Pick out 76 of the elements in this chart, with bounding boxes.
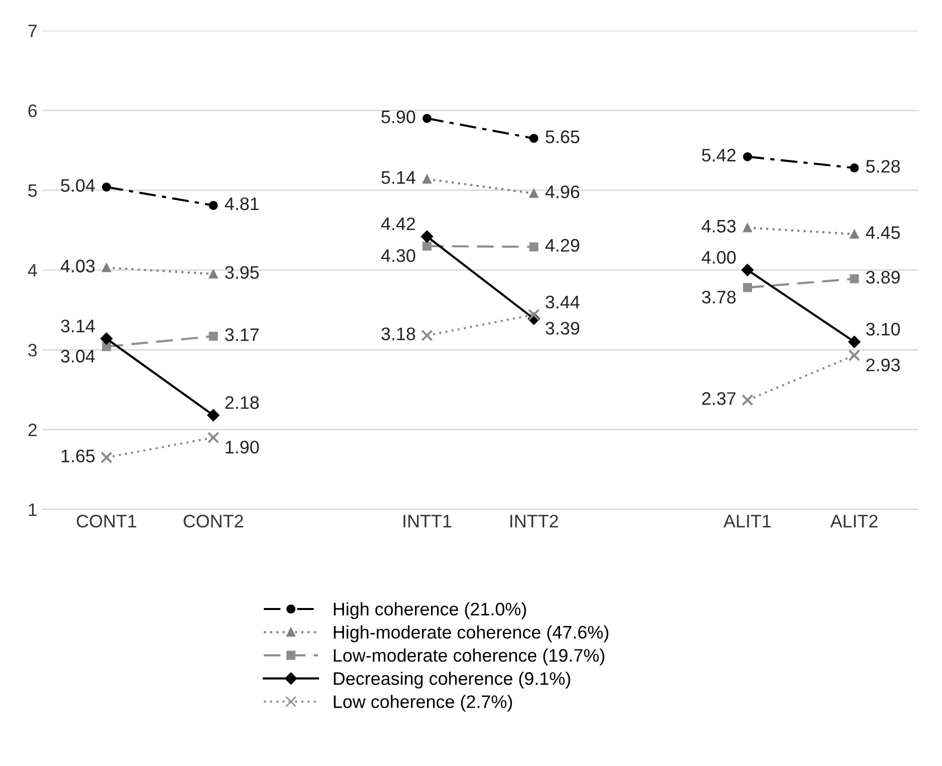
- point: [742, 394, 754, 406]
- x-tick-label: INTT1: [404, 514, 452, 528]
- data-label: 3.17: [225, 328, 259, 342]
- data-label: 1.65: [62, 450, 95, 462]
- y-tick-label: 7: [28, 24, 37, 38]
- point: [529, 242, 538, 252]
- data-label: 5.04: [60, 179, 95, 192]
- point: [422, 174, 432, 184]
- point: [850, 274, 859, 284]
- y-tick-label: 1: [28, 504, 37, 516]
- data-label: 4.03: [60, 260, 95, 272]
- data-label: 2.18: [225, 396, 259, 409]
- x-tick-label: CONT2: [184, 514, 244, 528]
- point: [848, 336, 860, 348]
- data-label: 4.53: [702, 220, 736, 233]
- x-tick-label: ALIT1: [723, 514, 771, 528]
- legend-label: Low coherence (2.7%): [334, 694, 512, 712]
- point: [742, 152, 752, 162]
- point: [421, 330, 433, 342]
- data-label: 5.65: [546, 130, 580, 144]
- point: [207, 409, 220, 422]
- y-tick-label: 6: [28, 104, 37, 118]
- data-label: 3.95: [225, 266, 259, 279]
- point: [422, 114, 432, 123]
- data-label: 4.29: [545, 238, 580, 252]
- y-tick-label: 3: [28, 344, 37, 357]
- data-label: 4.96: [545, 185, 580, 198]
- point: [742, 223, 752, 232]
- point: [529, 134, 538, 143]
- point: [850, 230, 859, 239]
- point: [529, 188, 538, 198]
- data-label: 3.44: [546, 296, 580, 308]
- point: [208, 269, 218, 279]
- data-label: 2.93: [866, 358, 900, 372]
- point: [102, 263, 112, 272]
- legend-label: Decreasing coherence (9.1%): [334, 672, 570, 689]
- data-label: 5.14: [381, 171, 416, 184]
- point: [208, 200, 218, 210]
- y-tick-label: 2: [28, 424, 37, 436]
- point: [422, 242, 432, 251]
- point: [850, 163, 859, 172]
- data-label: 1.90: [226, 440, 259, 454]
- data-label: 4.45: [866, 226, 900, 239]
- y-tick-label: 5: [28, 184, 37, 197]
- data-label: 5.90: [381, 110, 416, 124]
- legend-label: High coherence (21.0%): [334, 602, 526, 620]
- legend-label: Low-moderate coherence (19.7%): [334, 648, 604, 666]
- data-label: 3.89: [866, 270, 900, 284]
- data-label: 3.78: [702, 290, 736, 304]
- data-label: 4.81: [224, 197, 259, 210]
- data-label: 4.30: [381, 249, 416, 262]
- point: [100, 332, 113, 345]
- data-label: 4.42: [381, 217, 415, 230]
- data-label: 3.04: [60, 350, 95, 363]
- point: [848, 349, 860, 362]
- data-label: 4.00: [702, 250, 736, 264]
- y-tick-label: 4: [28, 264, 37, 277]
- data-label: 3.10: [866, 322, 900, 336]
- x-tick-label: ALIT2: [830, 514, 878, 528]
- x-tick-label: CONT1: [76, 514, 136, 528]
- point: [102, 182, 112, 192]
- point: [741, 264, 754, 276]
- data-label: 3.14: [60, 320, 95, 332]
- point: [742, 283, 752, 292]
- point: [100, 452, 112, 464]
- data-label: 5.42: [702, 148, 736, 162]
- point: [208, 332, 218, 341]
- data-label: 2.37: [702, 392, 736, 405]
- data-label: 3.39: [546, 322, 580, 335]
- data-label: 5.28: [866, 160, 900, 173]
- point: [528, 308, 540, 321]
- data-label: 3.18: [381, 328, 416, 340]
- x-tick-label: INTT2: [510, 514, 558, 528]
- point: [207, 432, 220, 444]
- point: [420, 230, 434, 243]
- legend-label: High-moderate coherence (47.6%): [334, 625, 608, 642]
